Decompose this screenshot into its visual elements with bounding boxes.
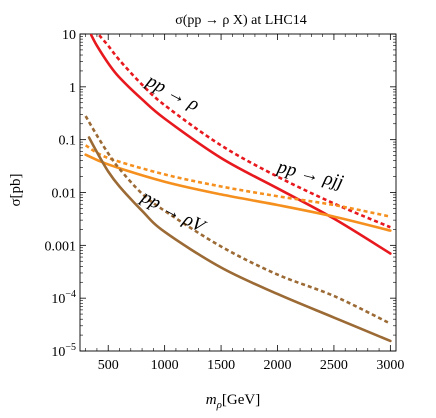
x-axis-label-symbol: m [206,392,217,408]
series-line-1 [89,34,392,255]
chart-title: σ(pp → ρ X) at LHC14 [175,13,307,28]
x-tick-label: 1500 [207,358,235,373]
y-tick-label-exponent: −5 [65,342,76,353]
y-tick-label: 0.01 [52,187,77,202]
curves-clipped [84,34,392,343]
y-tick-label: 10−5 [51,342,76,360]
x-axis-label: mρ[GeV] [206,392,260,411]
y-tick-label-base: 10 [51,292,65,307]
x-tick-label: 2500 [320,358,348,373]
x-tick-label: 1000 [151,358,179,373]
y-tick-label: 10 [62,28,76,43]
x-axis-label-unit: [GeV] [222,392,260,408]
series-line-6 [84,115,391,325]
x-tick-label: 500 [98,358,119,373]
series-line-3 [84,153,392,232]
y-tick-label-exponent: −4 [65,289,76,300]
y-tick-label: 10−4 [51,289,76,307]
series-line-4 [84,144,391,218]
x-tick-label: 2000 [264,358,292,373]
axis-ticks: 500 1000 1500 2000 2500 3000 10 1 0.1 0.01 0.001 10… [45,28,405,373]
y-tick-label: 1 [69,81,76,96]
y-axis-label: σ[pb] [8,173,24,206]
y-tick-label: 0.001 [45,239,77,254]
series-curves [84,34,392,343]
series-line-5 [87,136,392,343]
y-tick-label-base: 10 [51,345,65,360]
x-axis-label-subscript: ρ [216,399,222,411]
x-tick-label: 3000 [376,358,404,373]
curve-annotation: pp → ρV [136,186,210,239]
curve-annotation: pp → ρjj [273,156,345,193]
y-tick-label: 0.1 [59,134,77,149]
